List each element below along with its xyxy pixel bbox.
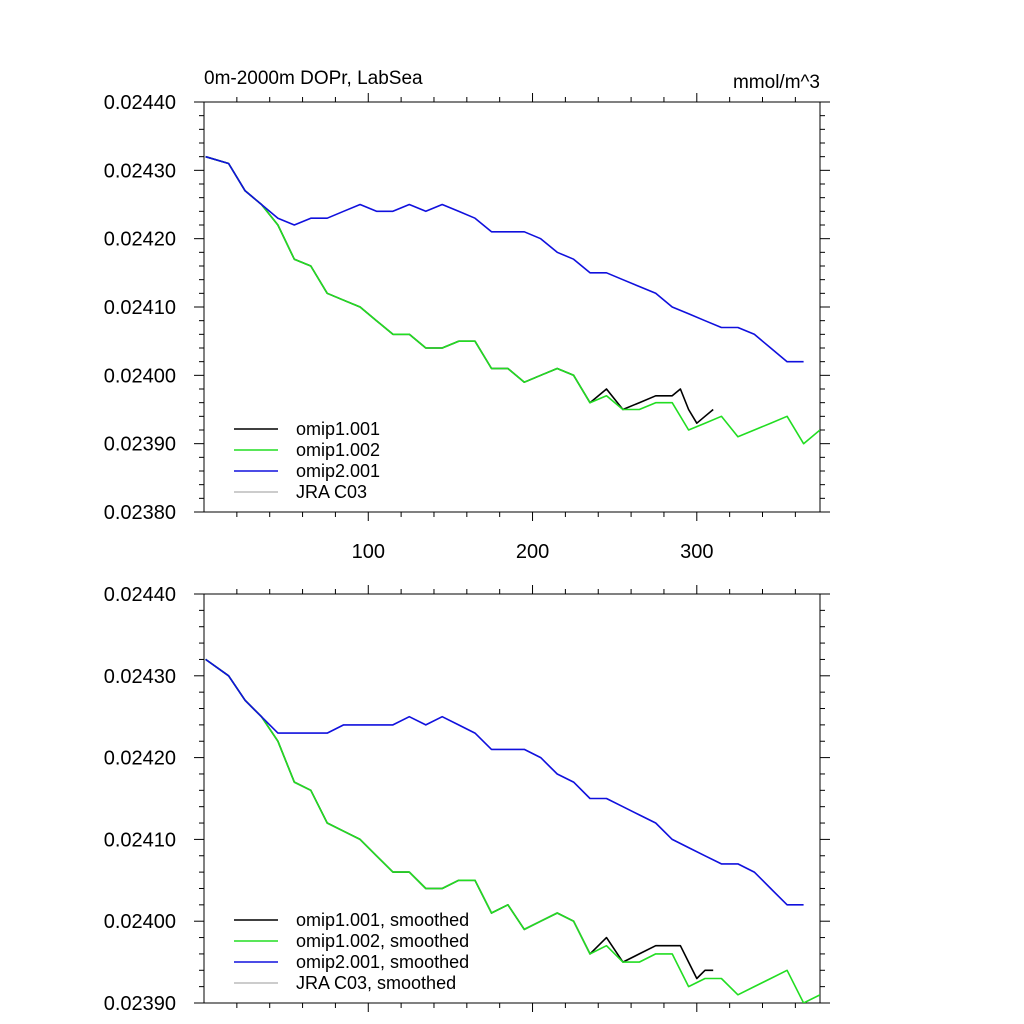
series-line-omip1-002 [205,658,820,1003]
series-line-omip1-002 [205,155,820,445]
top-panel: 100 200 300 0.02380 0.02390 0.02400 0.02410 0.0… [104,68,830,563]
legend-label: JRA C03 [296,482,367,502]
plot-frame [203,593,821,1004]
y-tick-label: 0.02430 [104,160,176,182]
bottom-panel: 0.02390 0.02400 0.02410 0.02420 0.02430 0.024… [104,584,830,1015]
y-tick-label: 0.02390 [104,993,176,1015]
legend-label: omip2.001, smoothed [296,952,469,972]
y-tick-label: 0.02400 [104,911,176,933]
legend-label: omip1.001, smoothed [296,910,469,930]
x-tick-label: 200 [516,541,549,563]
legend-label: omip1.002 [296,440,380,460]
y-tick-label: 0.02410 [104,297,176,319]
y-tick-label: 0.02430 [104,666,176,688]
x-tick-label: 100 [352,541,385,563]
y-tick-label: 0.02400 [104,365,176,387]
legend-label: omip1.002, smoothed [296,931,469,951]
series-line-omip2-001 [205,155,804,363]
series-line-omip1-001 [205,155,714,425]
series-group [205,658,820,1003]
y-tick-label: 0.02380 [104,502,176,524]
y-tick-label: 0.02420 [104,748,176,770]
series-group [205,155,820,445]
legend-label: omip2.001 [296,461,380,481]
y-tick-label: 0.02420 [104,229,176,251]
units-label: mmol/m^3 [733,72,820,93]
y-tick-label: 0.02390 [104,434,176,456]
series-line-omip2-001 [205,658,804,906]
legend-label: omip1.001 [296,419,380,439]
y-tick-label: 0.02440 [104,92,176,114]
legend-label: JRA C03, smoothed [296,973,456,993]
y-tick-label: 0.02440 [104,584,176,606]
x-tick-label: 300 [680,541,713,563]
chart-title: 0m-2000m DOPr, LabSea [204,68,423,89]
y-tick-label: 0.02410 [104,829,176,851]
